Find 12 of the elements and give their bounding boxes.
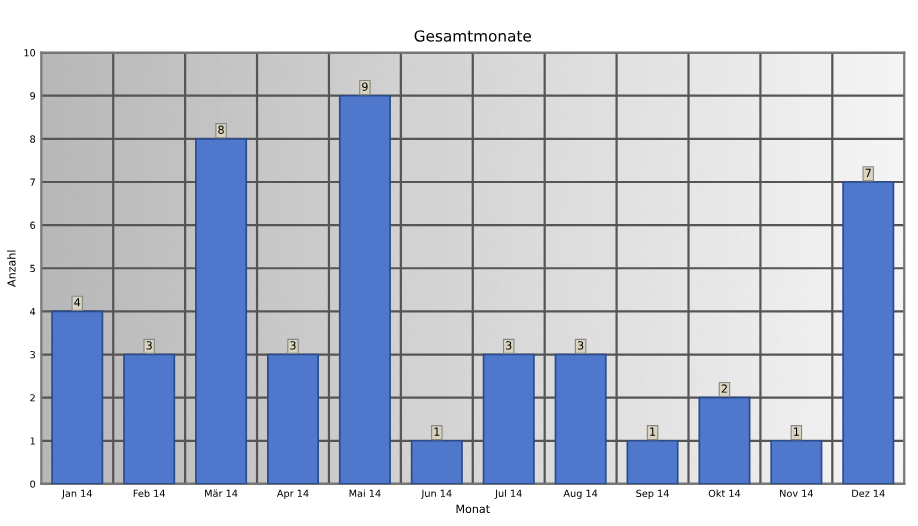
bar [338,94,391,484]
bar [626,439,679,484]
bar [482,353,535,484]
bar [195,138,248,484]
bar [266,353,319,484]
bar [410,439,463,484]
bar [123,353,176,484]
bar [51,310,104,484]
bar [770,439,823,484]
bar [698,396,751,484]
bar [842,181,895,484]
bar [554,353,607,484]
